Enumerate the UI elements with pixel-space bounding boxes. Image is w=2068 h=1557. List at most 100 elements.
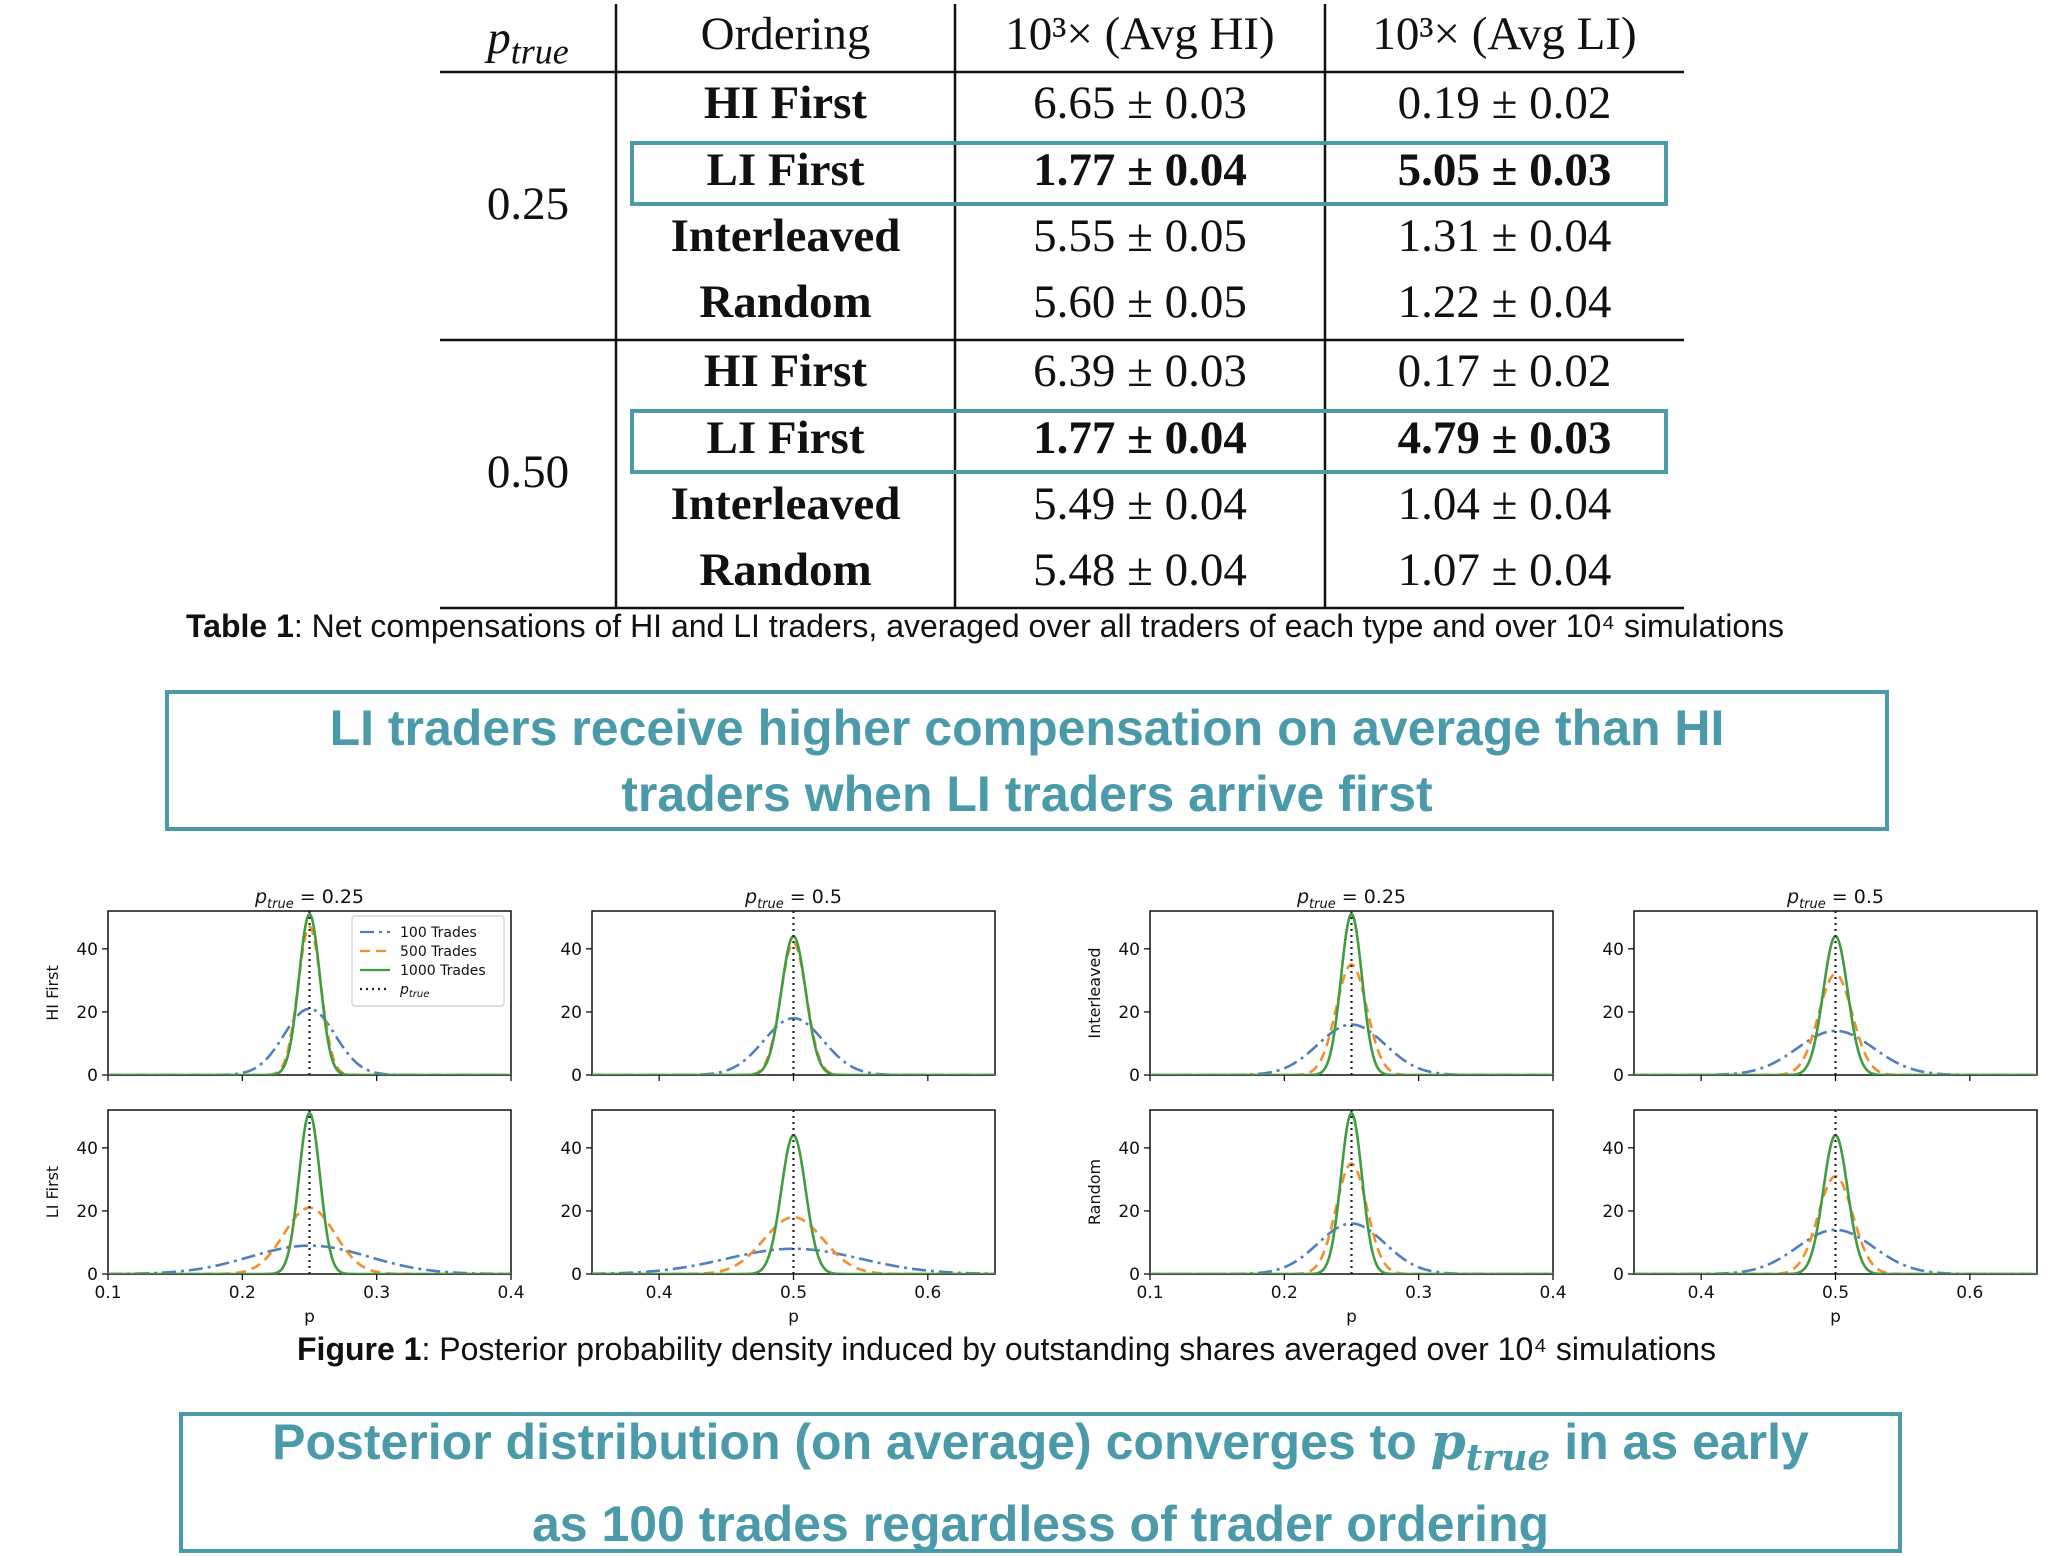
row-avg-hi: 6.39 ± 0.03 xyxy=(1033,345,1247,397)
series-line-1000-trades xyxy=(108,912,511,1075)
x-tick-label: 0.4 xyxy=(646,1283,673,1303)
x-tick-label: 0.4 xyxy=(1688,1283,1715,1303)
series-line-100-trades xyxy=(592,1247,995,1274)
row-ordering: Random xyxy=(699,276,872,328)
posterior-figure: ptrue = 0.25 0 20 40 HI First 100 Trades 500 T… xyxy=(0,870,2068,1360)
legend-label: ptrue xyxy=(399,982,429,1000)
series-line-1000-trades xyxy=(1150,1111,1553,1274)
legend-label: 1000 Trades xyxy=(400,963,486,979)
highlight-box-050 xyxy=(630,409,1668,474)
row-avg-hi: 5.49 ± 0.04 xyxy=(1033,478,1247,530)
y-tick-label: 20 xyxy=(1118,1003,1140,1023)
subplot-frame xyxy=(1149,910,1554,1076)
x-tick-label: 0.3 xyxy=(1405,1283,1432,1303)
series-line-100-trades xyxy=(108,1244,511,1274)
header-avg-hi: 10³× (Avg HI) xyxy=(1005,8,1275,60)
y-tick-label: 0 xyxy=(87,1265,98,1285)
table-caption-label: Table 1 xyxy=(186,608,294,644)
x-tick-label: 0.1 xyxy=(94,1283,121,1303)
x-tick-label: 0.2 xyxy=(229,1283,256,1303)
x-tick-label: 0.5 xyxy=(780,1283,807,1303)
legend-label: 500 Trades xyxy=(400,944,477,960)
table-caption: Table 1: Net compensations of HI and LI … xyxy=(186,608,1906,645)
x-tick-label: 0.4 xyxy=(497,1283,524,1303)
y-tick-label: 40 xyxy=(76,940,98,960)
row-ordering: Random xyxy=(699,544,872,596)
row-avg-li: 4.79 ± 0.03 xyxy=(1397,412,1612,464)
row-label: HI First xyxy=(43,965,62,1021)
row-avg-hi: 1.77 ± 0.04 xyxy=(1033,144,1247,196)
callout-convergence-line1: Posterior distribution (on average) conv… xyxy=(272,1411,1809,1479)
callout-compensation: LI traders receive higher compensation o… xyxy=(165,690,1889,831)
row-avg-li: 0.19 ± 0.02 xyxy=(1397,77,1612,129)
row-ordering: HI First xyxy=(703,345,868,397)
y-tick-label: 40 xyxy=(76,1139,98,1159)
figure-caption-label: Figure 1 xyxy=(297,1331,422,1367)
row-ordering: LI First xyxy=(706,144,865,196)
y-tick-label: 40 xyxy=(1118,1139,1140,1159)
legend-frame xyxy=(351,915,505,1007)
row-ordering: LI First xyxy=(706,412,865,464)
y-tick-label: 0 xyxy=(571,1066,582,1086)
y-tick-label: 20 xyxy=(560,1003,582,1023)
row-avg-li: 1.04 ± 0.04 xyxy=(1397,478,1612,530)
callout-convergence-line2: as 100 trades regardless of trader order… xyxy=(531,1495,1550,1552)
x-tick-label: 0.3 xyxy=(363,1283,390,1303)
table-rules xyxy=(440,4,1684,610)
group-ptrue-label: 0.25 xyxy=(486,178,570,230)
subplot: 0 20 40 0.4 0.5 0.6 p xyxy=(1602,1109,2038,1327)
subplot-frame xyxy=(107,1109,512,1275)
y-tick-label: 20 xyxy=(76,1202,98,1222)
subplot: ptrue = 0.25 0 20 40 HI First 100 Trades 500 T… xyxy=(43,886,512,1086)
x-axis-label: p xyxy=(1346,1307,1357,1327)
x-tick-label: 0.6 xyxy=(1956,1283,1983,1303)
y-tick-label: 20 xyxy=(76,1003,98,1023)
row-avg-li: 1.22 ± 0.04 xyxy=(1397,276,1612,328)
table-caption-text: : Net compensations of HI and LI traders… xyxy=(293,608,1784,644)
x-axis-label: p xyxy=(1830,1307,1841,1327)
subplot-title: ptrue = 0.5 xyxy=(744,886,842,912)
row-avg-hi: 5.55 ± 0.05 xyxy=(1033,210,1247,262)
row-avg-hi: 6.65 ± 0.03 xyxy=(1033,77,1247,129)
subplot-frame xyxy=(1149,1109,1554,1275)
subplot-title: ptrue = 0.5 xyxy=(1786,886,1884,912)
callout-compensation-line1: LI traders receive higher compensation o… xyxy=(329,699,1725,756)
series-line-500-trades xyxy=(1150,1162,1553,1274)
subplot-frame xyxy=(1633,910,2038,1076)
row-label: LI First xyxy=(43,1166,62,1218)
figure-caption: Figure 1: Posterior probability density … xyxy=(297,1331,1897,1368)
row-ordering: HI First xyxy=(703,77,868,129)
row-avg-hi: 5.48 ± 0.04 xyxy=(1033,544,1247,596)
row-label: Random xyxy=(1085,1159,1104,1225)
header-avg-li: 10³× (Avg LI) xyxy=(1372,8,1637,60)
row-avg-li: 1.07 ± 0.04 xyxy=(1397,544,1612,596)
subplot: 0 20 40 0.4 0.5 0.6 p xyxy=(560,1109,996,1327)
subplot: ptrue = 0.5 0 20 40 xyxy=(1602,886,2038,1086)
results-table: ptrue Ordering 10³× (Avg HI) 10³× (Avg L… xyxy=(0,0,2068,644)
x-tick-label: 0.6 xyxy=(914,1283,941,1303)
header-ordering: Ordering xyxy=(700,8,871,60)
x-tick-label: 0.4 xyxy=(1539,1283,1566,1303)
legend: 100 Trades 500 Trades 1000 Trades ptrue xyxy=(351,915,505,1007)
subplot-title: ptrue = 0.25 xyxy=(254,886,364,912)
y-tick-label: 0 xyxy=(1129,1265,1140,1285)
x-axis-label: p xyxy=(304,1307,315,1327)
row-ordering: Interleaved xyxy=(670,210,901,262)
x-tick-label: 0.5 xyxy=(1822,1283,1849,1303)
subplot-frame xyxy=(1633,1109,2038,1275)
series-line-1000-trades xyxy=(108,1111,511,1274)
posterior-figure-svg: ptrue = 0.25 0 20 40 HI First 100 Trades 500 T… xyxy=(43,886,2038,1327)
x-tick-label: 0.2 xyxy=(1271,1283,1298,1303)
subplot: 0 20 40 0.1 0.2 0.3 0.4 p LI First xyxy=(43,1109,525,1327)
series-line-500-trades xyxy=(1150,963,1553,1075)
x-tick-label: 0.1 xyxy=(1136,1283,1163,1303)
y-tick-label: 20 xyxy=(560,1202,582,1222)
y-tick-label: 0 xyxy=(1613,1066,1624,1086)
series-line-1000-trades xyxy=(1150,912,1553,1075)
row-avg-li: 5.05 ± 0.03 xyxy=(1397,144,1612,196)
y-tick-label: 20 xyxy=(1602,1202,1624,1222)
header-ptrue: ptrue xyxy=(487,12,569,72)
row-avg-hi: 1.77 ± 0.04 xyxy=(1033,412,1247,464)
y-tick-label: 0 xyxy=(571,1265,582,1285)
series-line-100-trades xyxy=(592,1016,995,1075)
